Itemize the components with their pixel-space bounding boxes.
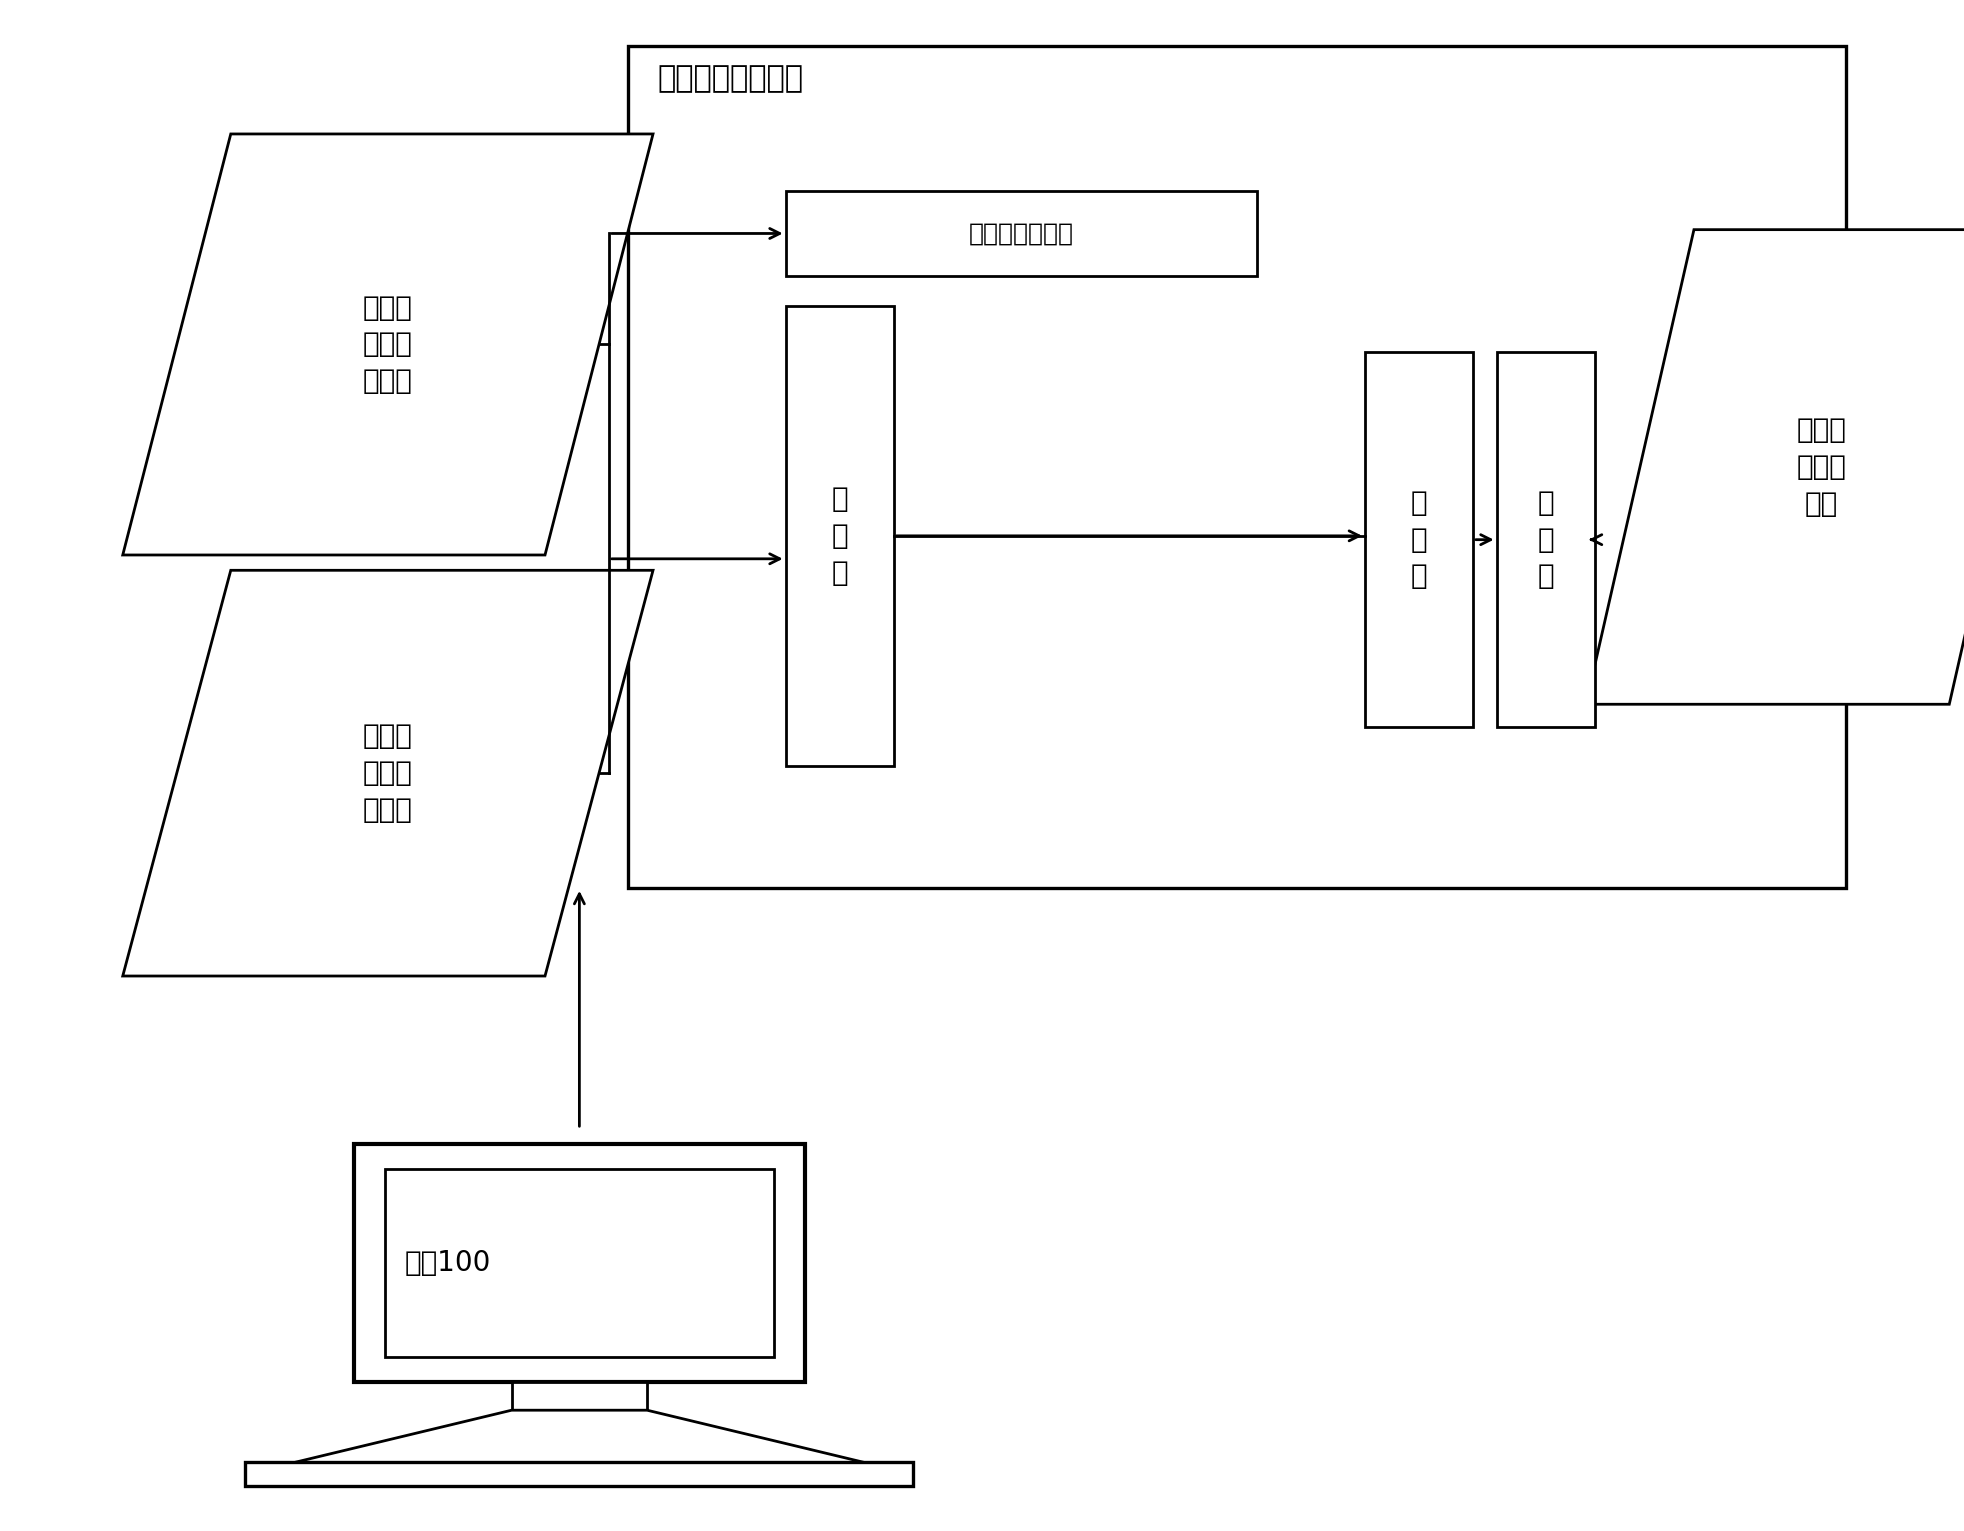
Bar	[246, 1462, 913, 1487]
Text: 预测结
合位点
信息: 预测结 合位点 信息	[1797, 416, 1846, 517]
Text: 结合位点预测模型: 结合位点预测模型	[658, 64, 803, 93]
Bar	[1497, 352, 1595, 727]
Text: 待检测
细胞基
因序列: 待检测 细胞基 因序列	[363, 294, 412, 395]
Bar	[786, 306, 894, 766]
Polygon shape	[124, 571, 652, 977]
Bar	[1365, 352, 1473, 727]
Polygon shape	[124, 133, 652, 556]
Text: 目标组
蛋白修
饰信息: 目标组 蛋白修 饰信息	[363, 723, 412, 824]
Text: 嵌入信息平衡层: 嵌入信息平衡层	[968, 222, 1074, 245]
Polygon shape	[1587, 230, 1964, 704]
Polygon shape	[295, 1410, 864, 1462]
Text: 输
出
层: 输 出 层	[1538, 488, 1554, 591]
Text: 终端100: 终端100	[405, 1249, 491, 1277]
Bar	[628, 46, 1846, 888]
Bar	[786, 191, 1257, 276]
Text: 编
码
层: 编 码 层	[1410, 488, 1428, 591]
Bar	[385, 1170, 774, 1356]
Bar	[354, 1145, 805, 1381]
Bar	[511, 1381, 646, 1410]
Text: 嵌
入
层: 嵌 入 层	[831, 485, 848, 586]
